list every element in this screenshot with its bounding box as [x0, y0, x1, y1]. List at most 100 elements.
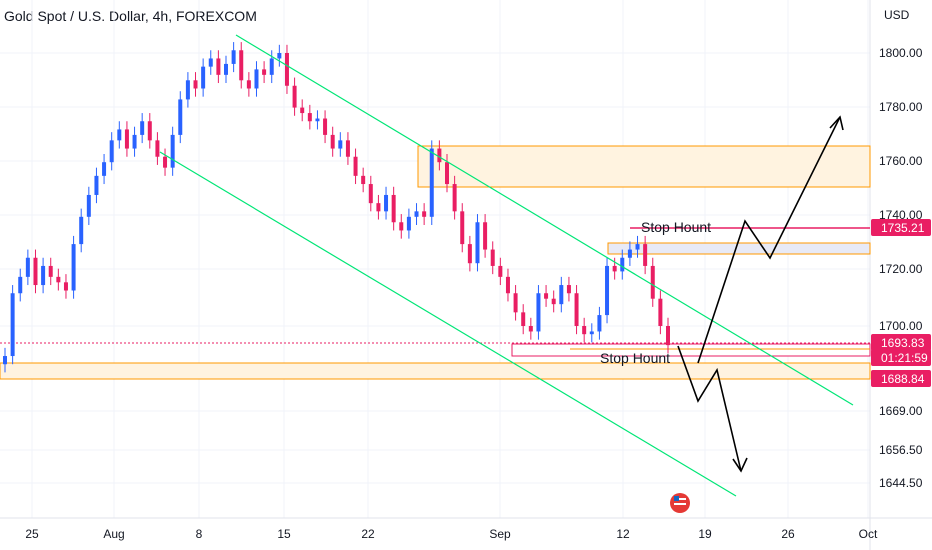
- candle: [231, 42, 236, 73]
- candle-body: [155, 140, 160, 157]
- candle-body: [406, 216, 411, 231]
- candle-body: [231, 50, 236, 64]
- candle-body: [445, 162, 449, 185]
- candle-body: [117, 129, 122, 141]
- candle: [155, 132, 160, 165]
- y-tick-label: 1669.00: [879, 404, 923, 418]
- candle-body: [620, 257, 625, 272]
- candle: [338, 132, 343, 157]
- candle-body: [41, 265, 46, 286]
- candle-body: [429, 148, 434, 217]
- candle-body: [3, 356, 7, 365]
- candle: [132, 126, 137, 157]
- candle: [368, 175, 373, 212]
- candle: [513, 285, 518, 321]
- x-tick-label: 26: [781, 527, 795, 541]
- price-tag: 1735.21: [871, 219, 931, 236]
- candle: [345, 132, 350, 165]
- candle-body: [513, 293, 518, 313]
- candle-body: [48, 265, 53, 277]
- candle: [25, 249, 30, 286]
- candle: [574, 285, 579, 335]
- arrowhead-down: [732, 457, 748, 473]
- candle: [422, 203, 427, 225]
- candle-body: [582, 326, 587, 335]
- x-tick-label: 22: [361, 527, 375, 541]
- candle: [330, 126, 335, 157]
- y-tick-label: 1760.00: [879, 154, 923, 168]
- candle: [193, 72, 198, 97]
- candle-body: [384, 194, 389, 212]
- candle-body: [483, 222, 488, 250]
- candle-body: [475, 222, 480, 264]
- candle: [239, 42, 244, 89]
- candle-body: [597, 315, 602, 332]
- candle: [582, 317, 587, 343]
- candle-body: [315, 118, 320, 122]
- candle-body: [605, 265, 610, 316]
- candle: [307, 104, 312, 130]
- candle-body: [33, 257, 38, 286]
- price-tag-bg: [871, 219, 931, 236]
- stop-hount-label-bottom: Stop Hount: [600, 350, 670, 366]
- candle-body: [658, 298, 663, 326]
- x-tick-label: 8: [196, 527, 203, 541]
- candle: [254, 61, 259, 97]
- candle-body: [559, 285, 564, 305]
- candle: [48, 257, 53, 286]
- candle-body: [132, 134, 137, 149]
- y-tick-label: 1700.00: [879, 319, 923, 333]
- us-flag-icon: [670, 493, 690, 513]
- price-tag-bg: [871, 370, 931, 387]
- candle: [208, 50, 213, 75]
- candle-body: [277, 53, 282, 59]
- candle-body: [650, 265, 655, 299]
- candle: [460, 203, 465, 253]
- candle: [185, 72, 190, 108]
- y-tick-label: 1720.00: [879, 262, 923, 276]
- candle-body: [612, 265, 617, 272]
- candle-body: [163, 156, 168, 168]
- candle-body: [338, 140, 343, 149]
- bearish-path-arrow: [677, 345, 742, 472]
- candle: [124, 121, 129, 157]
- candle: [643, 235, 648, 275]
- candle: [178, 91, 183, 144]
- candle: [589, 323, 594, 343]
- price-tag-label: 1688.84: [881, 372, 925, 386]
- candle-body: [269, 58, 274, 75]
- x-tick-label: 15: [277, 527, 291, 541]
- candle: [391, 186, 396, 231]
- candle: [551, 290, 556, 313]
- candle: [658, 290, 663, 335]
- candle-body: [208, 58, 213, 67]
- candle-body: [574, 293, 579, 326]
- candle-body: [56, 276, 61, 283]
- candle: [566, 276, 571, 302]
- candle: [86, 186, 91, 225]
- candle: [170, 126, 175, 176]
- candle-body: [391, 194, 396, 223]
- candle: [277, 44, 282, 67]
- price-tag-bg: [871, 334, 931, 351]
- candle-body: [467, 244, 472, 264]
- currency-label: USD: [884, 8, 910, 22]
- x-tick-label: 19: [698, 527, 712, 541]
- candle: [521, 304, 526, 335]
- candle-body: [25, 257, 30, 277]
- y-tick-label: 1656.50: [879, 443, 923, 457]
- candle: [94, 167, 99, 204]
- demand-zone: [0, 362, 871, 380]
- candle: [467, 235, 472, 272]
- candle: [483, 214, 488, 258]
- candle: [109, 132, 114, 171]
- candle-body: [536, 293, 541, 332]
- candle-body: [307, 113, 312, 122]
- x-tick-label: Oct: [859, 527, 878, 541]
- stop-zone-box: [511, 343, 871, 357]
- candle-body: [178, 99, 183, 135]
- candle-body: [140, 121, 145, 135]
- candle-body: [292, 85, 297, 108]
- candle: [452, 175, 457, 220]
